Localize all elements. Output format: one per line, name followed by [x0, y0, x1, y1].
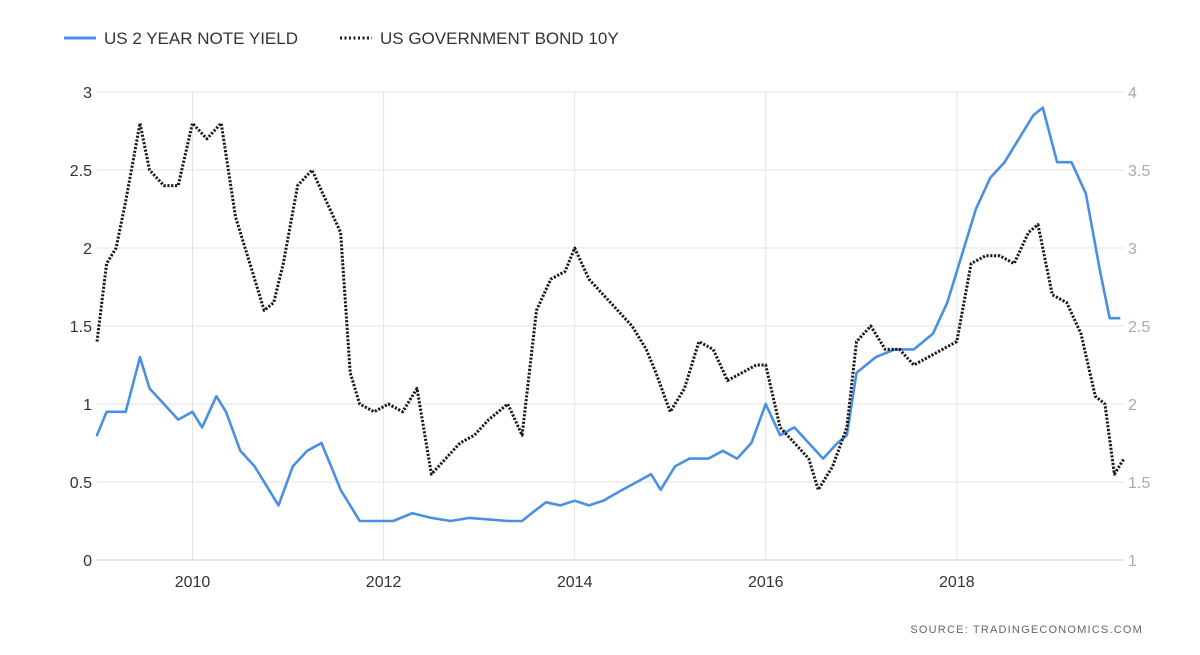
x-tick-label: 2012	[366, 574, 402, 591]
source-label: SOURCE: TRADINGECONOMICS.COM	[910, 624, 1143, 636]
legend-label-10y: US GOVERNMENT BOND 10Y	[380, 29, 619, 48]
x-tick-label: 2010	[175, 574, 211, 591]
y-right-tick-label: 4	[1128, 85, 1137, 102]
y-right-tick-label: 1.5	[1128, 475, 1150, 492]
x-axis: 2010 2012 2014 2016 2018	[175, 574, 975, 591]
y-left-tick-label: 1.5	[70, 319, 92, 336]
y-left-tick-label: 0	[83, 553, 92, 570]
x-tick-label: 2014	[557, 574, 593, 591]
plot-area	[95, 106, 1126, 523]
legend[interactable]: US 2 YEAR NOTE YIELD US GOVERNMENT BOND …	[64, 29, 619, 48]
y-right-tick-label: 2.5	[1128, 319, 1150, 336]
y-left-tick-label: 3	[83, 85, 92, 102]
y-right-tick-label: 3.5	[1128, 163, 1150, 180]
series-line-2y-yield	[95, 106, 1121, 523]
legend-item-2y[interactable]: US 2 YEAR NOTE YIELD	[64, 29, 298, 48]
y-axis-right: 1 1.5 2 2.5 3 3.5 4	[1128, 85, 1150, 570]
legend-label-2y: US 2 YEAR NOTE YIELD	[104, 29, 298, 48]
y-left-tick-label: 1	[83, 397, 92, 414]
y-left-tick-label: 2	[83, 241, 92, 258]
legend-item-10y[interactable]: US GOVERNMENT BOND 10Y	[340, 29, 619, 48]
series-line-10y-yield	[95, 121, 1126, 492]
y-axis-left: 0 0.5 1 1.5 2 2.5 3	[70, 85, 92, 570]
y-left-tick-label: 2.5	[70, 163, 92, 180]
y-left-tick-label: 0.5	[70, 475, 92, 492]
y-right-tick-label: 3	[1128, 241, 1137, 258]
x-tick-label: 2016	[748, 574, 784, 591]
grid	[97, 91, 1124, 561]
y-right-tick-label: 2	[1128, 397, 1137, 414]
x-tick-label: 2018	[939, 574, 975, 591]
y-right-tick-label: 1	[1128, 553, 1137, 570]
